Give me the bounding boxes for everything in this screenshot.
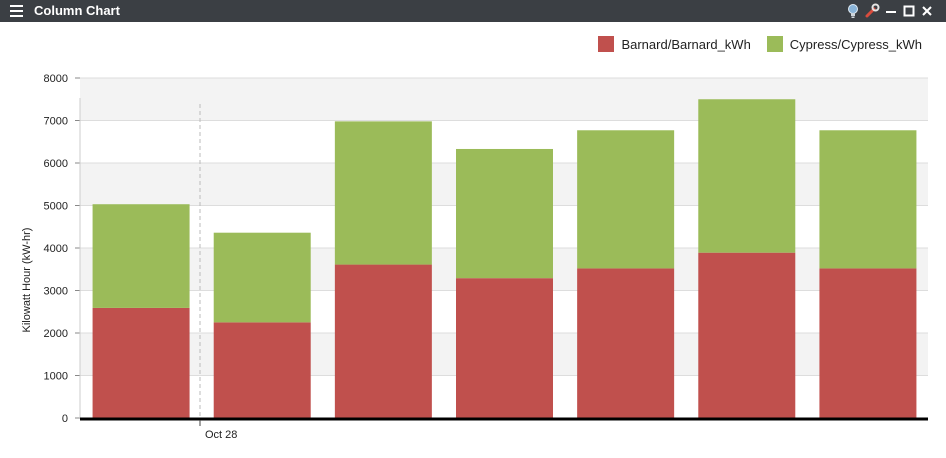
bar-cypress [577,130,675,269]
plot-band [80,78,928,121]
bar-barnard [819,268,917,418]
bar-cypress [213,232,311,323]
bar-cypress [92,204,190,308]
chart-area: Barnard/Barnard_kWh Cypress/Cypress_kWh … [0,22,946,458]
legend-label-barnard: Barnard/Barnard_kWh [621,36,751,52]
close-icon[interactable] [919,3,935,19]
y-tick-label: 6000 [44,158,68,170]
bar-barnard [213,322,311,418]
bar-cypress [698,99,796,253]
bar-barnard [334,264,432,418]
y-tick-label: 4000 [44,243,68,255]
window-title: Column Chart [34,3,120,18]
legend-label-cypress: Cypress/Cypress_kWh [789,36,922,52]
y-tick-label: 5000 [44,201,68,213]
bar-barnard [698,252,796,418]
maximize-icon[interactable] [901,3,917,19]
bar-cypress [819,130,917,269]
wrench-icon[interactable] [864,3,880,19]
bar-cypress [334,121,432,265]
y-tick-label: 2000 [44,328,68,340]
minimize-icon[interactable] [883,3,899,19]
title-bar: Column Chart [0,0,946,22]
y-tick-label: 1000 [44,371,68,383]
legend-item-barnard[interactable]: Barnard/Barnard_kWh [598,36,751,52]
legend: Barnard/Barnard_kWh Cypress/Cypress_kWh [598,36,922,52]
legend-item-cypress[interactable]: Cypress/Cypress_kWh [766,36,922,52]
legend-swatch-cypress [766,36,783,52]
bar-barnard [456,278,553,418]
legend-swatch-barnard [598,36,615,52]
x-tick-label: Oct 28 [205,429,237,441]
bar-cypress [456,148,553,279]
bar-barnard [92,307,190,418]
y-tick-label: 3000 [44,286,68,298]
y-tick-label: 8000 [44,73,68,85]
bar-barnard [577,268,675,418]
menu-icon[interactable] [10,5,23,17]
y-tick-label: 0 [62,413,68,425]
lightbulb-icon[interactable] [845,3,861,19]
y-tick-label: 7000 [44,116,68,128]
plot-svg: 0 1000 2000 3000 4000 5000 6000 7000 8000 Oct 28 [44,73,928,441]
